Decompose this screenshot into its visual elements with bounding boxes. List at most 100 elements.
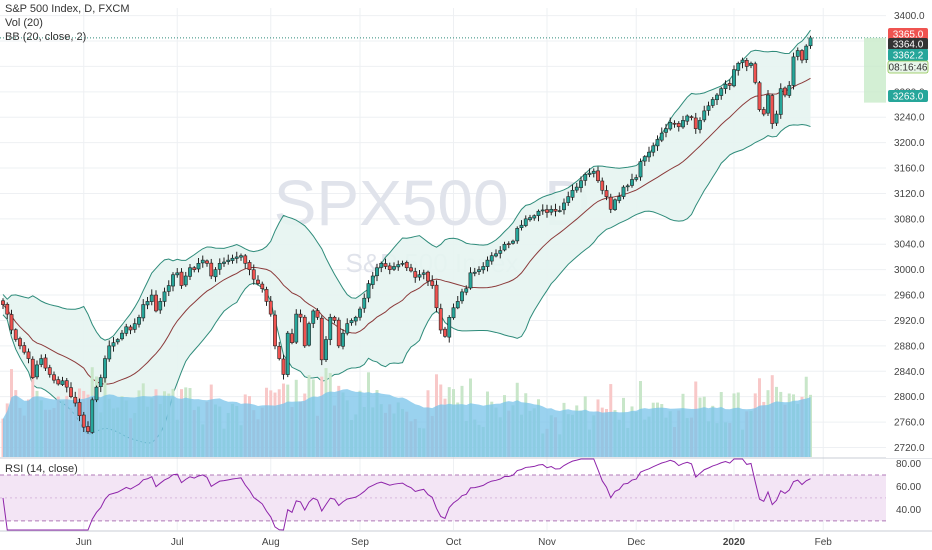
candle-body[interactable]: [200, 259, 205, 264]
candle-body[interactable]: [188, 267, 192, 277]
candle-body[interactable]: [736, 62, 741, 71]
candle-body[interactable]: [137, 316, 141, 325]
candle-body[interactable]: [655, 139, 660, 147]
candle-body[interactable]: [511, 240, 515, 244]
candle-body[interactable]: [209, 262, 214, 277]
candle-body[interactable]: [540, 209, 545, 212]
candle-body[interactable]: [264, 289, 269, 302]
candle-body[interactable]: [613, 199, 617, 210]
candle-body[interactable]: [591, 170, 596, 174]
candle-body[interactable]: [268, 300, 273, 315]
candle-body[interactable]: [477, 269, 481, 272]
candle-body[interactable]: [52, 374, 56, 381]
candle-body[interactable]: [192, 267, 197, 270]
candle-body[interactable]: [396, 264, 401, 268]
candle-body[interactable]: [587, 172, 592, 175]
candle-body[interactable]: [566, 196, 571, 203]
candle-body[interactable]: [749, 62, 753, 66]
candle-body[interactable]: [43, 357, 48, 369]
candle-body[interactable]: [345, 323, 350, 334]
candle-body[interactable]: [430, 280, 435, 286]
candle-body[interactable]: [56, 379, 61, 385]
candle-body[interactable]: [341, 332, 345, 347]
candle-body[interactable]: [413, 271, 418, 278]
candle-body[interactable]: [502, 243, 507, 251]
candle-body[interactable]: [234, 256, 239, 259]
candle-body[interactable]: [727, 83, 732, 86]
time-axis[interactable]: Jun Jul Aug Sep Oct Nov Dec 2020 Feb: [0, 530, 932, 548]
candle-body[interactable]: [324, 339, 328, 361]
candle-body[interactable]: [481, 266, 486, 271]
candle-body[interactable]: [90, 399, 95, 433]
candle-body[interactable]: [617, 196, 622, 201]
candle-body[interactable]: [230, 257, 235, 261]
candle-body[interactable]: [472, 271, 477, 274]
candle-body[interactable]: [774, 113, 779, 124]
candle-body[interactable]: [464, 288, 469, 293]
candle-body[interactable]: [528, 217, 532, 221]
candle-body[interactable]: [77, 402, 82, 417]
candle-body[interactable]: [362, 297, 367, 309]
candle-body[interactable]: [702, 110, 707, 121]
candle-body[interactable]: [175, 272, 180, 276]
candle-body[interactable]: [434, 284, 439, 309]
candle-body[interactable]: [111, 342, 116, 347]
candle-body[interactable]: [740, 59, 745, 63]
candle-body[interactable]: [732, 69, 736, 87]
candle-body[interactable]: [311, 310, 316, 324]
candle-body[interactable]: [621, 186, 626, 197]
candle-body[interactable]: [35, 364, 39, 378]
candle-body[interactable]: [443, 328, 447, 337]
candle-body[interactable]: [222, 261, 226, 264]
candle-body[interactable]: [404, 262, 409, 269]
candle-body[interactable]: [196, 263, 201, 270]
candle-body[interactable]: [370, 275, 375, 285]
candle-body[interactable]: [545, 209, 549, 213]
candle-body[interactable]: [600, 180, 605, 191]
candle-body[interactable]: [625, 185, 630, 188]
candle-body[interactable]: [638, 161, 643, 178]
candle-body[interactable]: [698, 120, 702, 130]
candle-body[interactable]: [753, 63, 758, 83]
candle-body[interactable]: [744, 60, 749, 67]
candle-body[interactable]: [761, 109, 766, 115]
candle-body[interactable]: [409, 267, 413, 272]
candle-body[interactable]: [485, 259, 490, 267]
candle-body[interactable]: [336, 319, 341, 347]
candle-body[interactable]: [795, 50, 800, 57]
candle-body[interactable]: [630, 179, 634, 186]
candle-body[interactable]: [226, 259, 231, 262]
candle-body[interactable]: [710, 99, 715, 106]
candle-body[interactable]: [400, 263, 405, 265]
candle-body[interactable]: [247, 262, 252, 270]
candle-body[interactable]: [715, 94, 719, 101]
candle-body[interactable]: [294, 313, 299, 343]
candle-body[interactable]: [256, 279, 260, 284]
candle-body[interactable]: [791, 56, 796, 86]
candle-body[interactable]: [375, 267, 379, 277]
candle-body[interactable]: [332, 316, 337, 321]
candle-body[interactable]: [73, 396, 78, 404]
candle-body[interactable]: [583, 174, 588, 181]
candle-body[interactable]: [132, 323, 137, 330]
candle-body[interactable]: [166, 285, 171, 292]
candle-body[interactable]: [128, 326, 133, 331]
candle-body[interactable]: [298, 313, 303, 318]
candle-body[interactable]: [519, 224, 524, 228]
candle-body[interactable]: [668, 122, 673, 130]
candle-body[interactable]: [302, 316, 307, 347]
candle-body[interactable]: [770, 95, 775, 124]
candle-body[interactable]: [281, 358, 286, 375]
candle-body[interactable]: [285, 332, 290, 375]
candle-body[interactable]: [5, 303, 10, 315]
candle-body[interactable]: [532, 215, 537, 219]
candle-body[interactable]: [489, 255, 494, 262]
candle-body[interactable]: [553, 209, 558, 212]
candle-body[interactable]: [145, 301, 150, 306]
candle-body[interactable]: [47, 367, 52, 375]
candle-body[interactable]: [94, 386, 99, 401]
candle-body[interactable]: [426, 271, 430, 282]
candle-body[interactable]: [315, 310, 320, 318]
candle-body[interactable]: [460, 291, 464, 302]
